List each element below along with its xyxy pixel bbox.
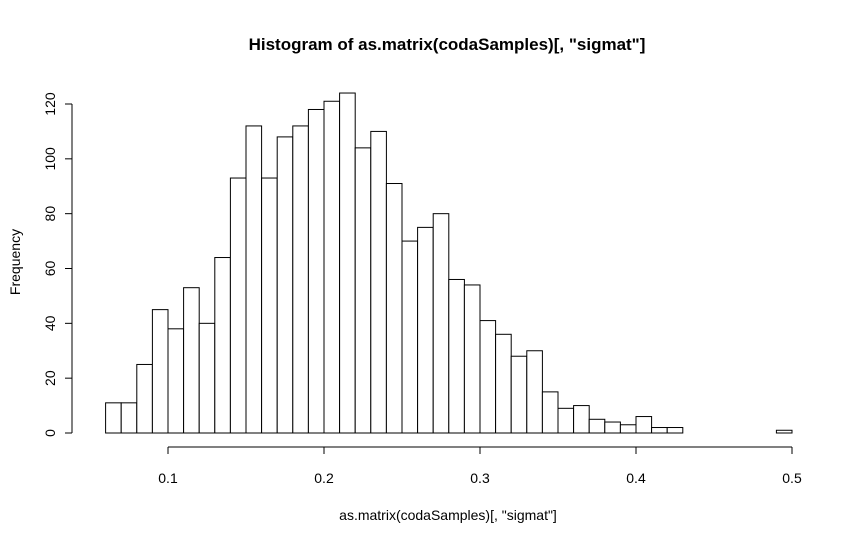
histogram-bar [120,402,138,434]
histogram-bar [651,427,668,434]
y-tick-label: 60 [42,261,58,277]
histogram-bar [261,177,278,434]
histogram-bar [588,418,606,434]
y-tick-label: 120 [42,92,58,116]
histogram-bar [619,424,637,434]
histogram-bar [417,226,434,434]
histogram-bar [666,427,684,434]
histogram-bar [432,213,450,434]
histogram-bar [448,278,465,434]
x-axis-label: as.matrix(codaSamples)[, "sigmat"] [339,507,557,523]
histogram-bar [292,125,309,434]
histogram-bar [136,363,153,434]
y-axis-label: Frequency [7,229,23,295]
histogram-bar [479,320,497,434]
histogram-bars [105,92,793,434]
histogram-bar [354,147,372,434]
histogram-bar [510,355,528,434]
histogram-bar [604,421,621,434]
histogram-bar [167,328,185,434]
histogram-bar [198,322,216,434]
y-tick-label: 0 [42,429,58,437]
histogram-bar [105,402,122,434]
histogram-bar [339,92,356,434]
y-tick-label: 100 [42,147,58,171]
histogram-bar [276,136,294,434]
histogram-bar [214,257,231,434]
histogram-bar [463,284,481,434]
histogram-bar [307,108,325,434]
chart-title: Histogram of as.matrix(codaSamples)[, "s… [249,35,646,54]
histogram-bar [526,350,543,434]
histogram-bar [323,100,341,434]
y-tick-label: 80 [42,206,58,222]
x-tick-label: 0.3 [470,470,490,486]
histogram-bar [229,177,247,434]
histogram-bar [183,287,200,434]
x-axis: 0.1 0.2 0.3 0.4 0.5 [158,446,802,486]
histogram-bar [370,130,387,434]
histogram-bar [635,416,653,434]
y-tick-label: 20 [42,370,58,386]
histogram-bar [557,407,575,434]
x-tick-label: 0.1 [158,470,178,486]
histogram-bar [775,429,793,434]
histogram-bar [401,240,419,434]
histogram-bar [245,125,263,434]
histogram-bar [541,391,559,434]
y-axis: 0 20 40 60 80 100 120 [42,92,73,437]
x-tick-label: 0.5 [782,470,802,486]
x-tick-label: 0.2 [314,470,334,486]
y-tick-label: 40 [42,315,58,331]
histogram-bar [495,333,512,434]
histogram-bar [385,183,403,434]
histogram-bar [151,309,169,434]
histogram-bar [573,405,590,434]
x-tick-label: 0.4 [626,470,646,486]
